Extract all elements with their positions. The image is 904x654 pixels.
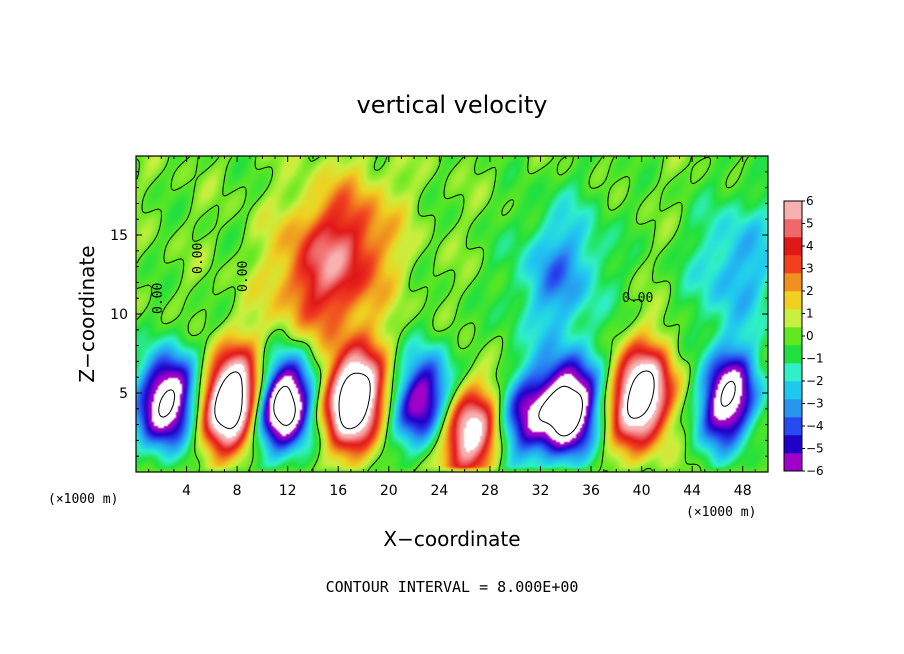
colorbar-segment xyxy=(784,273,802,292)
colorbar-label: −6 xyxy=(806,464,824,478)
x-tick-label: 16 xyxy=(329,483,347,499)
x-tick-label: 28 xyxy=(481,483,499,499)
colorbar-segment xyxy=(784,417,802,436)
x-axis-label: X−coordinate xyxy=(383,527,520,551)
x-axis-ticks: 4 8 12 16 20 24 28 32 36 40 44 48 xyxy=(148,156,756,499)
x-tick-label: 48 xyxy=(734,483,752,499)
colorbar-segment xyxy=(784,399,802,418)
contour-level-neg8 xyxy=(158,380,736,437)
chart-title: vertical velocity xyxy=(357,91,548,119)
colorbar-label: 2 xyxy=(806,284,814,298)
contour-label-3: 0.00 xyxy=(191,243,206,274)
contour-label-4: 0.00 xyxy=(622,291,653,306)
contour-level-8 xyxy=(214,370,655,430)
contour-interval-footer: CONTOUR INTERVAL = 8.000E+00 xyxy=(326,578,579,596)
colorbar xyxy=(783,200,803,472)
colorbar-label: −5 xyxy=(806,442,824,456)
colorbar-segment xyxy=(784,237,802,256)
colorbar-segment xyxy=(784,201,802,220)
x-tick-label: 32 xyxy=(532,483,550,499)
colorbar-label: 6 xyxy=(806,194,814,208)
colorbar-label: −4 xyxy=(806,419,824,433)
colorbar-segment xyxy=(784,435,802,454)
heatmap-field xyxy=(136,156,768,472)
colorbar-label: 0 xyxy=(806,329,814,343)
colorbar-label: 4 xyxy=(806,239,814,253)
x-tick-label: 44 xyxy=(683,483,701,499)
colorbar-label: −1 xyxy=(806,352,824,366)
x-tick-label: 40 xyxy=(633,483,651,499)
colorbar-labels: 6 5 4 3 2 1 0 −1 −2 −3 −4 −5 −6 xyxy=(802,194,824,478)
x-tick-label: 24 xyxy=(430,483,448,499)
colorbar-segment xyxy=(784,309,802,328)
colorbar-segment xyxy=(784,363,802,382)
contour-label-1: 0.00 xyxy=(151,283,166,314)
colorbar-segment xyxy=(784,291,802,310)
contour-lines xyxy=(136,156,749,472)
contour-label-2: 0.00 xyxy=(236,261,251,292)
x-tick-label: 12 xyxy=(279,483,297,499)
contour-value-labels: 0.00 0.00 0.00 0.00 xyxy=(151,243,653,314)
y-axis-ticks: 5 10 15 xyxy=(110,171,768,457)
colorbar-label: 3 xyxy=(806,262,814,276)
colorbar-segment xyxy=(784,453,802,472)
y-tick-label: 10 xyxy=(110,307,128,323)
x-tick-label: 20 xyxy=(380,483,398,499)
colorbar-segment xyxy=(784,381,802,400)
y-tick-label: 15 xyxy=(110,228,128,244)
x-tick-label: 8 xyxy=(233,483,242,499)
colorbar-segment xyxy=(784,327,802,346)
contour-level-0 xyxy=(136,156,749,472)
colorbar-label: 1 xyxy=(806,307,814,321)
colorbar-label: 5 xyxy=(806,217,814,231)
y-axis-label: Z−coordinate xyxy=(75,245,99,382)
colorbar-label: −3 xyxy=(806,397,824,411)
colorbar-segment xyxy=(784,255,802,274)
plot-area xyxy=(135,155,769,473)
colorbar-segment xyxy=(784,345,802,364)
x-axis-unit-right: (×1000 m) xyxy=(686,505,756,520)
colorbar-label: −2 xyxy=(806,374,824,388)
x-tick-label: 4 xyxy=(182,483,191,499)
y-tick-label: 5 xyxy=(119,386,128,402)
x-axis-unit-left: (×1000 m) xyxy=(48,492,118,507)
colorbar-segment xyxy=(784,219,802,238)
x-tick-label: 36 xyxy=(582,483,600,499)
